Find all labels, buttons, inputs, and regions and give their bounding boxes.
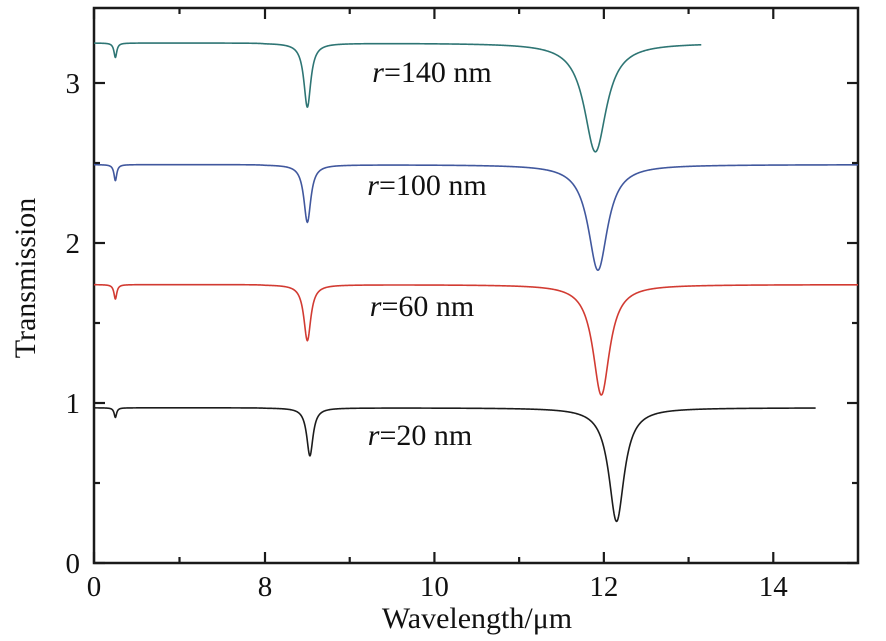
- curve-label-r140-suffix: =140 nm: [383, 56, 492, 89]
- curve-label-r140: r=140 nm: [372, 56, 491, 90]
- curve-label-r60-suffix: =60 nm: [381, 290, 475, 323]
- y-tick-label-0: 0: [66, 548, 81, 580]
- axis-ticks: [92, 8, 858, 565]
- y-axis-title: Transmission: [9, 197, 42, 359]
- curve-label-r20: r=20 nm: [368, 419, 472, 453]
- curve-label-r20-suffix: =20 nm: [379, 419, 473, 452]
- curve-label-r100: r=100 nm: [367, 169, 486, 203]
- curve-label-r100-suffix: =100 nm: [378, 169, 487, 202]
- x-axis-title: Wavelength/μm: [381, 602, 573, 635]
- x-tick-label-14: 14: [759, 571, 789, 603]
- curve-r140: [93, 42, 702, 153]
- curve-label-r60-prefix: r: [369, 290, 382, 323]
- curve-label-r20-prefix: r: [367, 419, 380, 452]
- x-tick-label-12: 12: [589, 571, 618, 603]
- curve-r100: [93, 163, 859, 271]
- curve-label-r60: r=60 nm: [370, 290, 474, 324]
- y-tick-label-2: 2: [66, 228, 81, 260]
- curve-r60: [93, 283, 859, 396]
- curves: [93, 42, 859, 523]
- curve-label-r140-prefix: r: [372, 56, 384, 89]
- y-tick-label-3: 3: [66, 68, 81, 100]
- x-tick-label-0: 0: [87, 571, 102, 603]
- y-tick-label-1: 1: [66, 388, 81, 420]
- curve-label-r100-prefix: r: [367, 169, 379, 202]
- x-tick-label-10: 10: [420, 571, 449, 603]
- x-tick-label-8: 8: [258, 571, 273, 603]
- curve-r20: [93, 407, 816, 523]
